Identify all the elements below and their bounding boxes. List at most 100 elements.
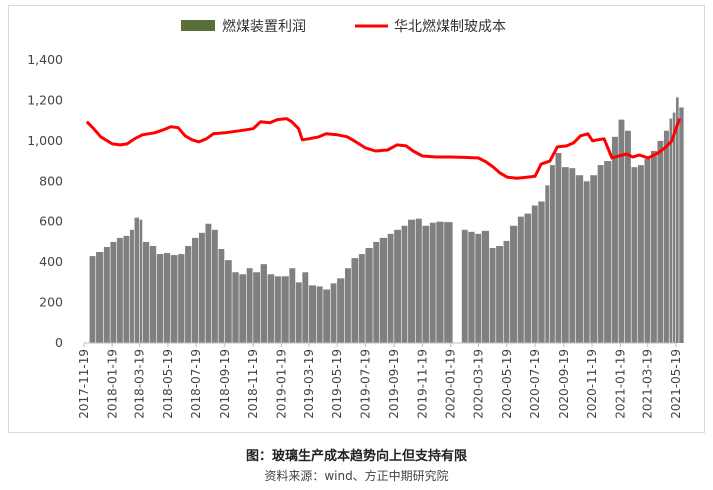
bar [422,225,430,343]
bar [561,167,569,343]
bar [96,252,104,343]
bar [510,225,518,343]
cost-line [85,117,682,180]
x-tick-label: 2018-11-19 [246,349,260,419]
x-tick-label: 2020-09-19 [557,349,571,419]
bar [218,249,225,343]
bar [555,152,562,343]
bar [672,112,676,343]
bar [468,231,475,343]
bar [575,175,584,343]
bar [679,107,684,343]
bar [657,140,664,343]
x-tick-label: 2019-07-19 [358,349,372,419]
bar [134,217,140,343]
x-axis: 2017-11-19 2018-01-19 2018-03-19 2018-05-19… [77,342,683,419]
x-tick-label: 2020-11-19 [585,349,599,419]
bar [517,216,524,343]
bar [170,255,178,343]
bar [545,185,550,343]
y-tick-label: 1,000 [27,133,63,148]
bar [267,274,275,343]
bar [239,274,247,343]
bar [302,272,309,343]
bar [524,213,532,343]
bar [531,205,538,343]
bar [631,167,638,343]
bar [192,237,199,343]
x-tick-label: 2017-11-19 [77,349,91,419]
bar [260,264,267,343]
bar [358,254,365,343]
bar [644,159,651,343]
x-tick-label: 2021-01-19 [613,349,627,419]
bar [444,222,453,343]
bar [503,240,510,343]
x-tick-label: 2020-01-19 [444,349,458,419]
bar [281,276,289,343]
legend: 燃煤装置利润 华北燃煤制玻成本 [181,18,506,35]
chart: 燃煤装置利润 华北燃煤制玻成本 0 200 400 600 800 1,000 1,200 1… [27,18,684,419]
bar [436,221,444,343]
bar [289,268,296,343]
bar [637,165,644,343]
bar [295,282,302,343]
figure-caption: 图：玻璃生产成本趋势向上但支持有限 [245,449,467,464]
bar [612,136,618,343]
bar [590,175,598,343]
y-tick-label: 400 [39,254,63,269]
bar [604,161,612,343]
bar [481,230,490,343]
y-tick-label: 1,400 [27,52,63,67]
bar [253,272,261,343]
bar [394,229,401,343]
y-tick-label: 0 [55,335,63,350]
bar [569,168,576,343]
bar [415,218,422,343]
x-tick-label: 2020-03-19 [472,349,486,419]
bar [110,241,117,343]
bar [123,235,130,343]
x-tick-label: 2018-07-19 [189,349,203,419]
bar [211,229,218,343]
x-tick-label: 2019-11-19 [415,349,429,419]
x-tick-label: 2019-05-19 [330,349,344,419]
bar [139,219,143,343]
x-tick-label: 2020-05-19 [500,349,514,419]
bar [496,245,503,343]
bar [663,130,669,343]
bar [669,118,673,343]
y-tick-label: 200 [39,295,63,310]
bar [246,268,253,343]
x-tick-label: 2018-09-19 [218,349,232,419]
bar-series [89,97,684,344]
bar [149,245,157,343]
bar [475,233,482,343]
legend-label-bar: 燃煤装置利润 [222,18,306,35]
bar [379,237,388,343]
legend-swatch-bar [181,20,215,31]
y-tick-label: 800 [39,173,63,188]
bar [387,233,394,343]
bar [316,286,323,343]
bar [461,229,468,343]
bar [650,150,657,343]
bar [618,119,625,343]
x-tick-label: 2021-05-19 [669,349,683,419]
x-tick-label: 2018-01-19 [105,349,119,419]
bar [344,268,351,343]
bar [373,241,380,343]
bar [337,278,345,343]
x-tick-label: 2019-03-19 [302,349,316,419]
line-series [85,117,682,180]
bar [129,229,134,343]
x-tick-label: 2018-03-19 [133,349,147,419]
bar [330,283,337,343]
chart-frame [8,5,705,433]
bar [323,289,331,343]
y-tick-label: 1,200 [27,92,63,107]
bar [538,201,545,343]
bar [429,222,436,343]
bar [351,258,359,343]
bar [365,247,373,343]
